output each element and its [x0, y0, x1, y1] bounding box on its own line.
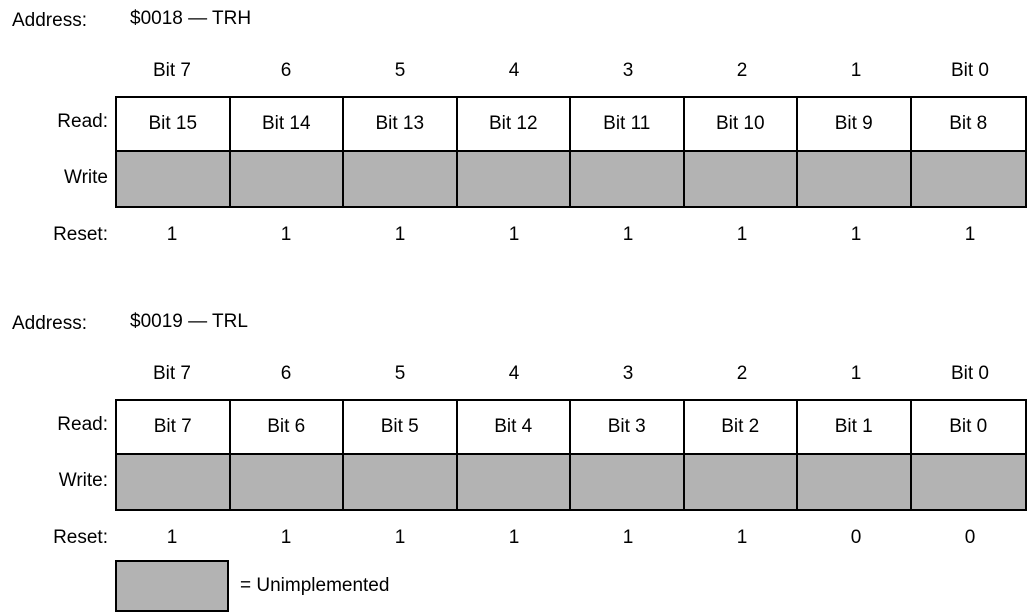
- reset-value: 1: [508, 224, 520, 245]
- read-bit-cell: Bit 8: [911, 98, 1025, 152]
- bit-header: Bit 7: [152, 363, 192, 384]
- reset-value: 1: [850, 224, 862, 245]
- bit-header: 2: [736, 60, 748, 81]
- reset-value: 1: [166, 224, 178, 245]
- read-row-label: Read:: [57, 414, 108, 435]
- read-bit-cell: Bit 5: [344, 401, 458, 455]
- unimplemented-write-cell: [911, 152, 1025, 206]
- unimplemented-write-cell: [684, 152, 798, 206]
- reset-value: 1: [736, 224, 748, 245]
- bit-header: 5: [394, 363, 406, 384]
- address-label: Address:: [12, 10, 87, 31]
- unimplemented-write-cell: [230, 455, 344, 509]
- read-bit-cell: Bit 4: [457, 401, 571, 455]
- bit-header: 4: [508, 60, 520, 81]
- reset-value: 1: [622, 224, 634, 245]
- bit-header-row: Bit 7 6 5 4 3 2 1 Bit 0: [115, 60, 1027, 90]
- unimplemented-write-cell: [571, 152, 685, 206]
- unimplemented-legend-swatch: [115, 560, 229, 612]
- read-row-label: Read:: [57, 111, 108, 132]
- read-bit-cell: Bit 11: [571, 98, 685, 152]
- unimplemented-write-cell: [798, 455, 912, 509]
- reset-value: 1: [394, 224, 406, 245]
- unimplemented-write-cell: [798, 152, 912, 206]
- unimplemented-write-cell: [457, 152, 571, 206]
- read-bit-cell: Bit 1: [798, 401, 912, 455]
- bit-header: 4: [508, 363, 520, 384]
- register-grid: Bit 7 Bit 6 Bit 5 Bit 4 Bit 3 Bit 2 Bit …: [115, 399, 1027, 511]
- bit-header: 1: [850, 60, 862, 81]
- read-bit-cell: Bit 15: [117, 98, 231, 152]
- reset-row-label: Reset:: [53, 527, 108, 548]
- read-bit-cell: Bit 12: [457, 98, 571, 152]
- read-bit-cell: Bit 6: [230, 401, 344, 455]
- unimplemented-write-cell: [117, 152, 231, 206]
- unimplemented-write-cell: [230, 152, 344, 206]
- reset-value: 1: [964, 224, 976, 245]
- address-value: $0019 — TRL: [130, 311, 248, 332]
- reset-value: 1: [736, 527, 748, 548]
- bit-header: Bit 0: [950, 363, 990, 384]
- read-bit-cell: Bit 3: [571, 401, 685, 455]
- write-row-label: Write:: [58, 470, 108, 491]
- read-bit-cell: Bit 10: [684, 98, 798, 152]
- read-bit-cell: Bit 9: [798, 98, 912, 152]
- unimplemented-write-cell: [117, 455, 231, 509]
- bit-header: 3: [622, 363, 634, 384]
- bit-header: 1: [850, 363, 862, 384]
- legend-label: = Unimplemented: [240, 575, 390, 596]
- reset-values-row: 1 1 1 1 1 1 0 0: [115, 527, 1027, 549]
- bit-header-row: Bit 7 6 5 4 3 2 1 Bit 0: [115, 363, 1027, 393]
- reset-value: 1: [394, 527, 406, 548]
- reset-row-label: Reset:: [53, 224, 108, 245]
- read-bit-cell: Bit 14: [230, 98, 344, 152]
- read-bit-cell: Bit 13: [344, 98, 458, 152]
- reset-value: 0: [850, 527, 862, 548]
- bit-header: Bit 7: [152, 60, 192, 81]
- bit-header: Bit 0: [950, 60, 990, 81]
- read-bit-cell: Bit 7: [117, 401, 231, 455]
- reset-value: 1: [166, 527, 178, 548]
- read-bit-cell: Bit 2: [684, 401, 798, 455]
- bit-header: 6: [280, 363, 292, 384]
- address-value: $0018 — TRH: [130, 8, 252, 29]
- reset-value: 1: [280, 224, 292, 245]
- reset-value: 1: [622, 527, 634, 548]
- read-bit-cell: Bit 0: [911, 401, 1025, 455]
- unimplemented-write-cell: [571, 455, 685, 509]
- bit-header: 5: [394, 60, 406, 81]
- unimplemented-write-cell: [684, 455, 798, 509]
- unimplemented-write-cell: [457, 455, 571, 509]
- unimplemented-write-cell: [344, 152, 458, 206]
- unimplemented-write-cell: [911, 455, 1025, 509]
- reset-value: 1: [280, 527, 292, 548]
- unimplemented-write-cell: [344, 455, 458, 509]
- address-label: Address:: [12, 313, 87, 334]
- reset-values-row: 1 1 1 1 1 1 1 1: [115, 224, 1027, 246]
- write-row-label: Write: [64, 167, 108, 188]
- bit-header: 3: [622, 60, 634, 81]
- reset-value: 0: [964, 527, 976, 548]
- register-grid: Bit 15 Bit 14 Bit 13 Bit 12 Bit 11 Bit 1…: [115, 96, 1027, 208]
- bit-header: 2: [736, 363, 748, 384]
- reset-value: 1: [508, 527, 520, 548]
- bit-header: 6: [280, 60, 292, 81]
